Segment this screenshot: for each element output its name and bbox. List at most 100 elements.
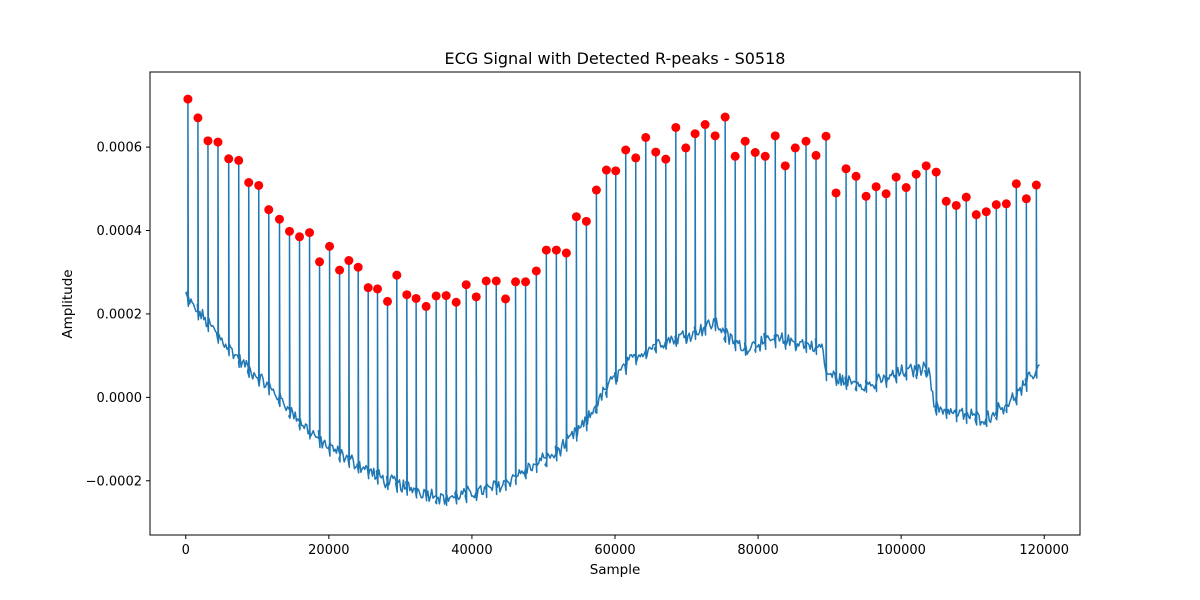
chart-title: ECG Signal with Detected R-peaks - S0518 [445,49,786,68]
r-peak-marker [402,290,412,300]
r-peak-marker [911,169,921,179]
r-peak-marker [491,276,501,286]
r-peak-marker [861,191,871,201]
r-peak-marker [335,265,345,275]
y-tick-label: 0.0002 [97,307,143,322]
r-peak-marker [831,188,841,198]
r-peak-marker [821,131,831,141]
r-peak-marker [941,196,951,206]
r-peak-marker [254,180,264,190]
r-peak-marker [305,228,315,238]
r-peak-marker [780,161,790,171]
r-peak-marker [203,136,213,146]
r-peak-marker [760,151,770,161]
r-peak-marker [501,294,511,304]
x-tick-label: 20000 [308,543,349,558]
r-peak-marker [471,292,481,302]
r-peak-marker [193,113,203,123]
r-peak-marker [1021,194,1031,204]
y-axis: −0.0002 0.0000 0.0002 0.0004 0.0006 [86,141,150,489]
r-peak-marker [591,185,601,195]
y-tick-label: −0.0002 [86,474,142,489]
r-peak-marker [363,283,373,293]
r-peak-marker [451,297,461,307]
r-peak-marker [561,248,571,258]
r-peak-marker [244,178,254,188]
r-peak-marker [621,145,631,155]
r-peak-marker [1001,199,1011,209]
x-tick-label: 120000 [1019,543,1069,558]
r-peak-marker [730,151,740,161]
r-peak-marker [690,129,700,139]
r-peak-marker [770,131,780,141]
r-peak-marker [921,161,931,171]
r-peak-marker [841,164,851,174]
r-peak-marker [1011,179,1021,189]
r-peak-marker [234,155,244,165]
y-tick-label: 0.0004 [97,224,143,239]
r-peak-marker [353,262,363,272]
ecg-signal-line [185,98,1040,507]
r-peak-marker [891,172,901,182]
r-peak-marker [951,200,961,210]
r-peak-marker [991,200,1001,210]
r-peak-marker [981,207,991,217]
r-peak-marker [641,132,651,142]
r-peak-marker [971,210,981,220]
r-peak-marker [295,232,305,242]
r-peak-marker [801,136,811,146]
r-peak-marker [681,143,691,153]
r-peak-marker [392,270,402,280]
r-peak-marker [631,153,641,163]
r-peak-marker [511,277,521,287]
r-peak-marker [541,245,551,255]
r-peak-marker [661,154,671,164]
r-peak-marker [383,296,393,306]
r-peak-marker [315,257,325,267]
r-peak-marker [881,189,891,199]
plot-area [149,71,1081,536]
r-peak-marker [671,122,681,132]
r-peak-marker [224,154,234,164]
r-peak-marker [551,245,561,255]
x-tick-label: 100000 [876,543,926,558]
ecg-signal [185,98,1040,507]
y-tick-label: 0.0006 [97,141,143,156]
r-peak-marker [611,166,621,176]
r-peak-marker [571,212,581,222]
r-peak-marker [421,301,431,311]
r-peak-marker [720,112,730,122]
r-peak-marker [431,291,441,301]
r-peak-marker [750,148,760,157]
r-peak-marker [481,276,491,286]
r-peak-marker [411,293,421,303]
r-peak-marker [581,216,591,226]
x-tick-label: 0 [182,543,190,558]
r-peak-marker [931,167,941,177]
y-axis-label: Amplitude [60,269,76,338]
r-peak-marker [183,94,193,104]
x-tick-label: 40000 [451,543,492,558]
r-peak-marker [871,182,881,192]
r-peak-marker [1031,180,1041,190]
r-peak-marker [790,143,800,153]
r-peak-marker [811,150,821,160]
r-peak-marker [325,241,335,251]
r-peak-marker [531,266,541,276]
r-peak-marker [213,137,223,147]
r-peak-marker [901,183,911,193]
r-peak-marker [521,277,531,287]
r-peaks [183,94,1041,311]
r-peak-marker [740,136,750,146]
r-peak-marker [851,171,861,181]
r-peak-marker [285,226,294,236]
r-peak-marker [700,120,710,130]
x-axis: 0 20000 40000 60000 80000 100000 120000 [182,535,1069,558]
r-peak-marker [961,192,971,202]
r-peak-marker [274,214,284,224]
x-tick-label: 80000 [737,543,778,558]
x-tick-label: 60000 [594,543,635,558]
r-peak-marker [710,131,720,141]
